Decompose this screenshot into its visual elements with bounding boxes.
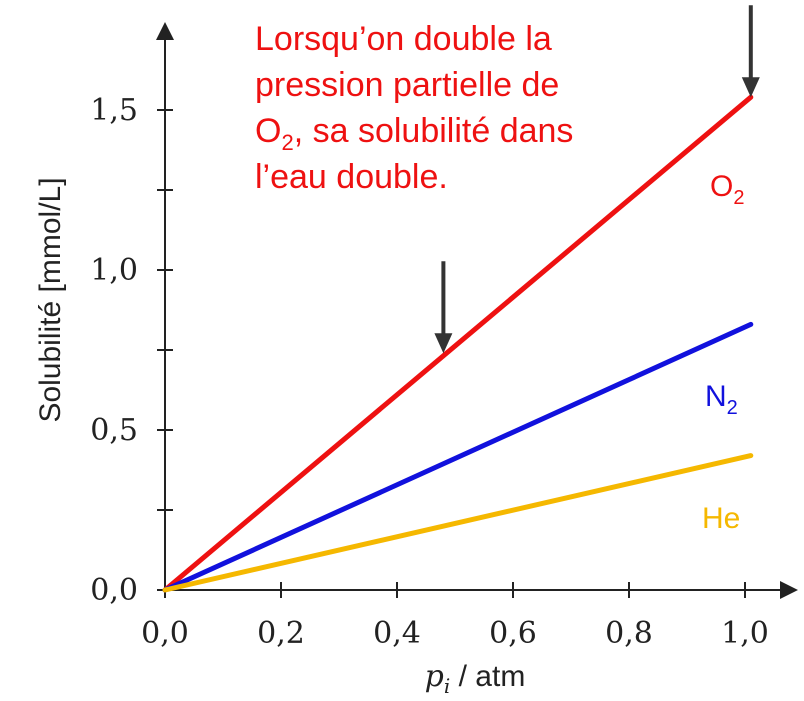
series-label-he: He [702,502,740,535]
x-axis-label-unit: / atm [450,660,525,693]
y-axis-arrowhead [156,22,174,40]
x-tick-label: 0,2 [257,616,305,651]
y-tick-label: 1,0 [90,253,138,288]
y-axis-label: Solubilité [mmol/L] [34,177,67,422]
x-tick-label: 0,8 [605,616,653,651]
annotation-text-part: O [255,112,281,150]
y-tick-label: 0,5 [90,413,138,448]
arrow-head [741,77,760,98]
arrows [434,5,760,354]
annotation-text-part: , sa solubilité dans [294,112,574,150]
x-tick-label: 0,4 [373,616,421,651]
series-label-o2: O2 [710,170,744,209]
x-tick-label: 0,6 [489,616,537,651]
annotation-text-part: Lorsqu’on double la [255,20,552,58]
annotation-text: Lorsqu’on double la pression partielle de… [255,20,573,196]
annotation-text-part: 2 [281,130,293,155]
x-axis-label: pi / atm [425,659,526,698]
series-lines [162,94,754,593]
labels: O2 N2 He [702,170,744,535]
y-tick-label: 0,0 [90,573,138,608]
x-tick-label: 1,0 [721,616,769,651]
x-axis-label-var: p [425,659,444,694]
ticks: 0,0 0,2 0,4 0,6 0,8 1,0 0,0 0,5 1,0 1,5 [90,93,769,651]
series-line-he [162,453,754,593]
series-line-n2 [162,321,754,593]
annotation-text-part: l’eau double. [255,158,448,196]
series-line-o2 [162,94,754,593]
x-tick-label: 0,0 [141,616,189,651]
y-tick-label: 1,5 [90,93,138,128]
x-axis-arrowhead [780,581,798,599]
arrow-head [434,333,453,354]
series-label-n2: N2 [705,380,738,419]
axes [156,22,798,599]
x-axis-label-sub: i [444,674,450,698]
annotation-text-part: pression partielle de [255,66,559,104]
